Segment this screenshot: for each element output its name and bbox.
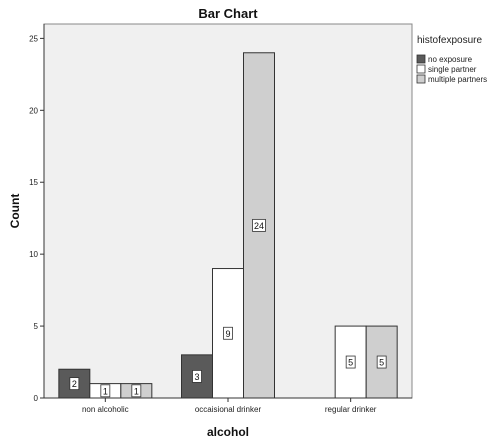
data-label-box [345, 355, 356, 369]
x-tick-label: occaisional drinker [195, 405, 262, 414]
y-tick-label: 0 [34, 394, 39, 403]
y-tick-label: 20 [29, 106, 38, 115]
legend-swatch [416, 64, 426, 74]
y-tick-label: 5 [34, 322, 39, 331]
y-tick-label: 10 [29, 250, 38, 259]
data-label-box [131, 384, 142, 398]
data-label: 1 [103, 386, 108, 396]
data-label: 2 [72, 379, 77, 389]
data-label-box [223, 326, 233, 340]
y-tick-label: 25 [29, 34, 38, 43]
y-axis: 0 5 10 15 20 25 [29, 24, 45, 403]
legend-label: single partner [428, 65, 477, 74]
x-axis-title: alcohol [207, 425, 249, 439]
legend-label: multiple partners [428, 75, 487, 84]
data-label: 5 [379, 358, 384, 368]
x-tick-label: non alcoholic [82, 405, 129, 414]
legend-title: histofexposure [417, 35, 482, 46]
data-label: 3 [194, 372, 199, 382]
chart-title: Bar Chart [198, 6, 258, 21]
data-label-box [376, 355, 387, 369]
data-label-box [69, 377, 80, 391]
data-label-box [192, 370, 202, 383]
bars: 2 1 1 3 9 24 5 5 [58, 52, 398, 399]
y-axis-title: Count [8, 194, 22, 229]
data-label: 24 [254, 221, 264, 231]
data-label: 9 [225, 329, 230, 339]
x-axis: non alcoholic occaisional drinker regular … [44, 397, 412, 414]
x-tick-label: regular drinker [325, 405, 377, 414]
y-tick-label: 15 [29, 178, 38, 187]
legend-swatch [416, 54, 426, 64]
data-label: 1 [134, 386, 139, 396]
legend-swatch [416, 74, 426, 84]
data-label-box [252, 218, 266, 232]
data-label-box [100, 384, 111, 398]
legend-label: no exposure [428, 55, 473, 64]
data-label: 5 [348, 358, 353, 368]
